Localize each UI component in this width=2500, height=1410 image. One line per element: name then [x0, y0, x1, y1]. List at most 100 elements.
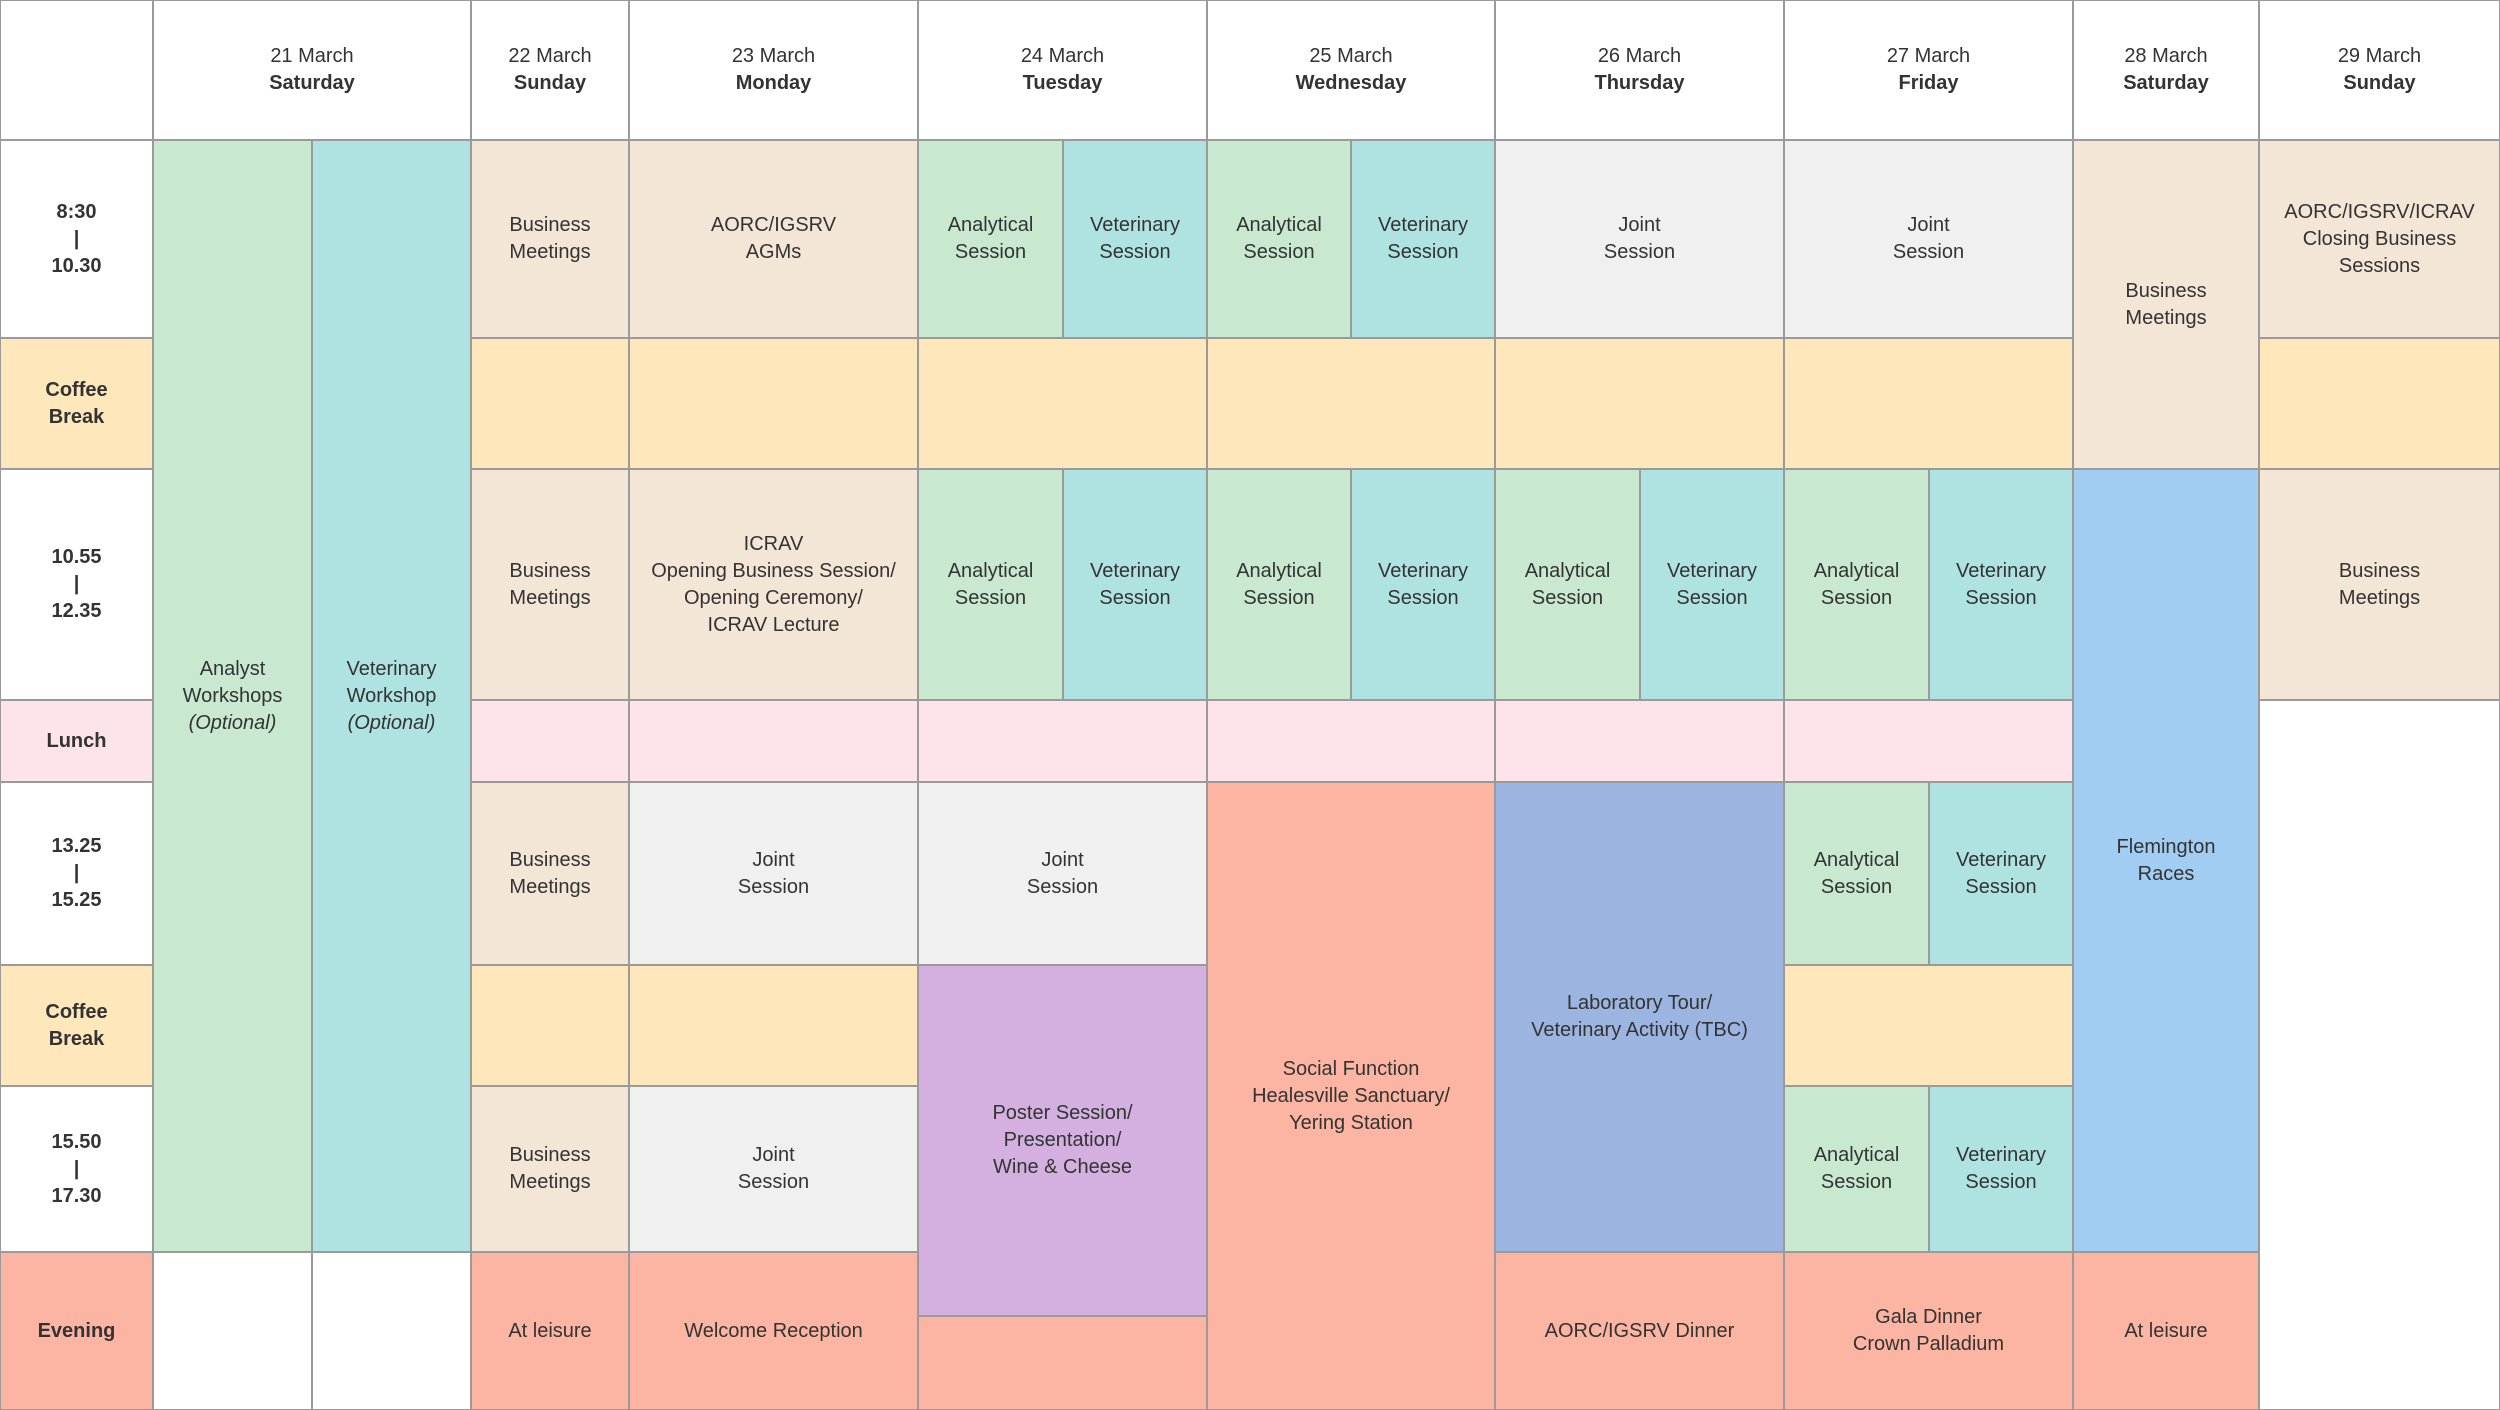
event-poster-session-presentation-wine-cheese: Poster Session/Presentation/Wine & Chees… [918, 965, 1207, 1316]
day-header-date: 24 March [1020, 45, 1105, 67]
empty-slot [471, 338, 629, 469]
event-analyst-workshops-optional: Analyst Workshops (Optional) [153, 140, 312, 1252]
event-joint-session: Joint Session [629, 1086, 918, 1252]
cell-text-line: Session [1531, 586, 1604, 609]
event-analytical-session: Analytical Session [918, 469, 1063, 700]
day-header-date: 27 March [1886, 45, 1971, 67]
cell-text-line: 13.25 [51, 835, 102, 857]
cell-text-line: Veterinary [346, 657, 437, 680]
event-veterinary-session: Veterinary Session [1063, 140, 1207, 338]
event-social-function-healesville-sanctuary-yering-station: Social Function Healesville Sanctuary/Yer… [1207, 782, 1495, 1410]
cell-text-line: Opening Ceremony/ [684, 586, 863, 609]
cell-text-line: Joint [1618, 214, 1661, 236]
cell-text-line: Opening Business Session/ [651, 559, 896, 582]
time-slot-label: 13.25 | 15.25 [0, 782, 153, 965]
cell-text-line: AGMs [745, 241, 802, 263]
cell-text-line: Business [2338, 559, 2421, 582]
cell-text-line: Veterinary [1955, 559, 2047, 582]
day-header-weekday: Sunday [513, 72, 587, 94]
cell-text-line: Session [1965, 1171, 2037, 1193]
header-corner [0, 0, 153, 140]
cell-text-line: Veterinary [1089, 559, 1181, 582]
time-slot-label: Evening [0, 1252, 153, 1410]
cell-text-line: Joint [752, 848, 795, 871]
empty-slot [2259, 338, 2500, 469]
cell-text-line: | [73, 227, 80, 250]
cell-text-line: Analyst [199, 657, 266, 680]
event-business-meetings: Business Meetings [2259, 469, 2500, 700]
cell-text-line: Flemington [2116, 835, 2216, 858]
event-business-meetings: Business Meetings [2073, 140, 2259, 469]
event-at-leisure: At leisure [471, 1252, 629, 1410]
cell-text-line: AORC/IGSRV/ICRAV [2284, 200, 2475, 223]
day-header-weekday: Saturday [2123, 72, 2209, 94]
cell-text-line: Session [1099, 586, 1171, 609]
cell-text-line: | [73, 862, 80, 884]
cell-text-line: Break [48, 1027, 105, 1050]
cell-text-line: Closing Business [2302, 227, 2457, 250]
event-veterinary-session: Veterinary Session [1063, 469, 1207, 700]
cell-text-line: Business [2125, 279, 2207, 302]
cell-text-line: Joint [1907, 214, 1950, 236]
cell-text-line: Crown Palladium [1852, 1333, 2005, 1355]
day-header-friday: 27 March Friday [1784, 0, 2073, 140]
cell-text-line: Session [1603, 241, 1676, 263]
cell-text-line: Joint [1041, 848, 1084, 871]
cell-text-line: ICRAV [743, 532, 804, 555]
event-veterinary-session: Veterinary Session [1640, 469, 1784, 700]
cell-text-line: Yering Station [1289, 1111, 1413, 1134]
cell-text-line: 17.30 [51, 1184, 102, 1207]
day-header-weekday: Sunday [2343, 72, 2416, 94]
cell-text-line: Session [1676, 586, 1748, 609]
day-header-weekday: Monday [735, 72, 812, 94]
event-gala-dinner-crown-palladium: Gala Dinner Crown Palladium [1784, 1252, 2073, 1410]
event-analytical-session: Analytical Session [1784, 1086, 1929, 1252]
cell-text-line: Coffee [45, 1000, 108, 1023]
cell-text-line: | [73, 573, 80, 595]
event-aorc-igsrv-dinner: AORC/IGSRV Dinner [1495, 1252, 1784, 1410]
cell-text-line: Poster Session/ [992, 1102, 1133, 1124]
day-header-date: 22 March [508, 45, 592, 67]
event-analytical-session: Analytical Session [1784, 469, 1929, 700]
event-welcome-reception: Welcome Reception [629, 1252, 918, 1410]
event-business-meetings: Business Meetings [471, 469, 629, 700]
empty-slot [1784, 965, 2073, 1086]
cell-text-line: Meetings [2125, 306, 2207, 329]
event-analytical-session: Analytical Session [918, 140, 1063, 338]
event-veterinary-session: Veterinary Session [1351, 140, 1495, 338]
event-icrav-opening-business-session-opening-ceremony-icrav-lecture: ICRAV Opening Business Session/Opening Ce… [629, 469, 918, 700]
cell-text-line: Break [48, 405, 105, 428]
cell-text-line: Meetings [509, 586, 591, 609]
empty-slot [629, 338, 918, 469]
empty-slot [153, 1252, 312, 1410]
time-slot-label: 8:30 | 10.30 [0, 140, 153, 338]
day-header-monday: 23 March Monday [629, 0, 918, 140]
cell-text-line: Session [1820, 1171, 1893, 1193]
cell-text-line: Presentation/ [1003, 1129, 1122, 1151]
cell-text-line: Analytical [1524, 559, 1611, 582]
day-header-weekday: Saturday [269, 72, 355, 94]
cell-text-line: Joint [752, 1144, 795, 1166]
empty-slot [2259, 700, 2500, 1410]
empty-slot [629, 965, 918, 1086]
event-veterinary-session: Veterinary Session [1929, 1086, 2073, 1252]
event-at-leisure: At leisure [2073, 1252, 2259, 1410]
empty-slot [1495, 338, 1784, 469]
cell-text-line: 15.50 [51, 1130, 102, 1153]
event-flemington-races: Flemington Races [2073, 469, 2259, 1252]
event-analytical-session: Analytical Session [1784, 782, 1929, 965]
cell-text-line: Veterinary Activity (TBC) [1531, 1019, 1748, 1041]
cell-text-line: At leisure [508, 1319, 592, 1342]
cell-text-line: Analytical [1236, 559, 1322, 582]
cell-text-line: Veterinary [1377, 559, 1469, 582]
cell-text-line: Workshop [346, 684, 437, 707]
cell-text-line: Races [2137, 862, 2195, 885]
cell-text-line: Veterinary [1089, 214, 1181, 236]
cell-text-line: Session [954, 586, 1027, 609]
cell-text-line: (Optional) [188, 711, 277, 734]
cell-text-line: Business [509, 559, 591, 582]
cell-text-line: 12.35 [51, 600, 102, 622]
event-veterinary-session: Veterinary Session [1929, 782, 2073, 965]
cell-text-line: Wine & Cheese [993, 1156, 1132, 1178]
